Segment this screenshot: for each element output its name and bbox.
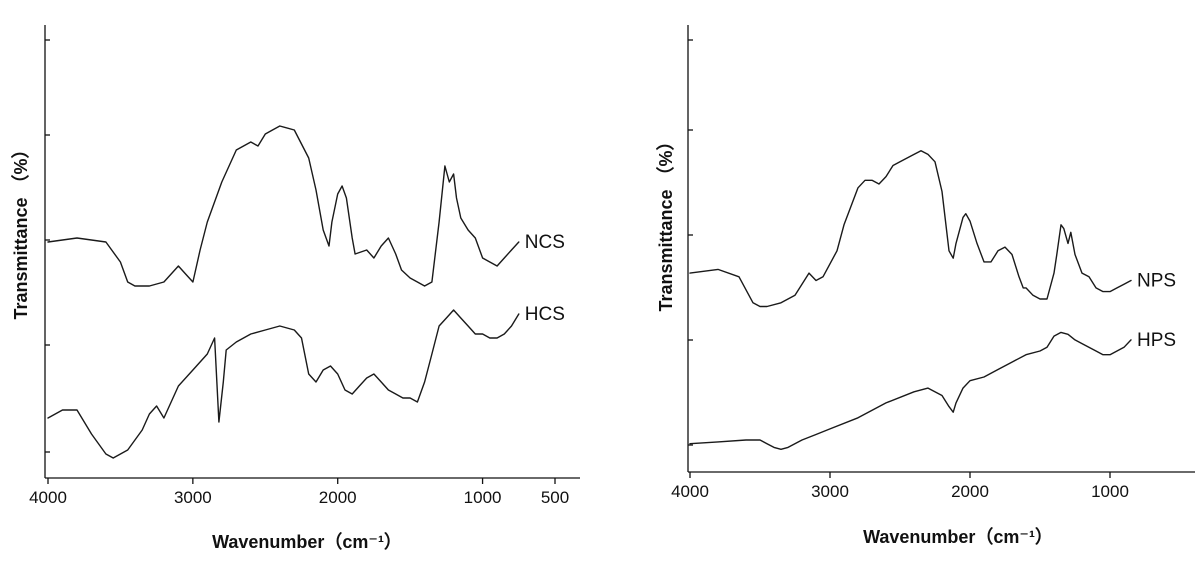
left-y-ticks (45, 39, 50, 453)
right-y-ticks (688, 39, 693, 446)
x-tick-label: 1000 (1091, 482, 1129, 501)
series-label-ncs: NCS (525, 232, 565, 253)
right-chart-panel: 4000 3000 2000 1000 Wavenumber（cm⁻¹） Transm… (656, 25, 1195, 547)
right-x-axis-title: Wavenumber（cm⁻¹） (863, 527, 1053, 547)
series-line-ncs (47, 125, 520, 287)
x-tick-label: 2000 (951, 482, 989, 501)
series-label-hcs: HCS (525, 304, 565, 325)
right-series-group: NPS HPS (689, 150, 1176, 450)
series-label-nps: NPS (1137, 271, 1176, 292)
left-y-axis-title: Transmittance （%） (11, 140, 31, 319)
series-line-hps (689, 331, 1132, 450)
x-tick-label: 4000 (29, 488, 67, 507)
x-tick-label: 2000 (319, 488, 357, 507)
series-line-hcs (47, 309, 520, 459)
x-tick-label: 500 (541, 488, 569, 507)
series-line-nps (689, 150, 1132, 308)
left-series-group: NCS HCS (47, 125, 565, 459)
left-x-ticks: 4000 3000 2000 1000 500 (29, 478, 569, 507)
right-y-axis-title: Transmittance （%） (656, 132, 676, 311)
x-tick-label: 3000 (811, 482, 849, 501)
right-x-ticks: 4000 3000 2000 1000 (671, 472, 1129, 501)
x-tick-label: 3000 (174, 488, 212, 507)
series-label-hps: HPS (1137, 330, 1176, 351)
left-x-axis-title: Wavenumber（cm⁻¹） (212, 532, 402, 552)
x-tick-label: 4000 (671, 482, 709, 501)
left-chart-panel: 4000 3000 2000 1000 500 Wavenumber（cm⁻¹） Tra… (11, 25, 580, 552)
x-tick-label: 1000 (464, 488, 502, 507)
